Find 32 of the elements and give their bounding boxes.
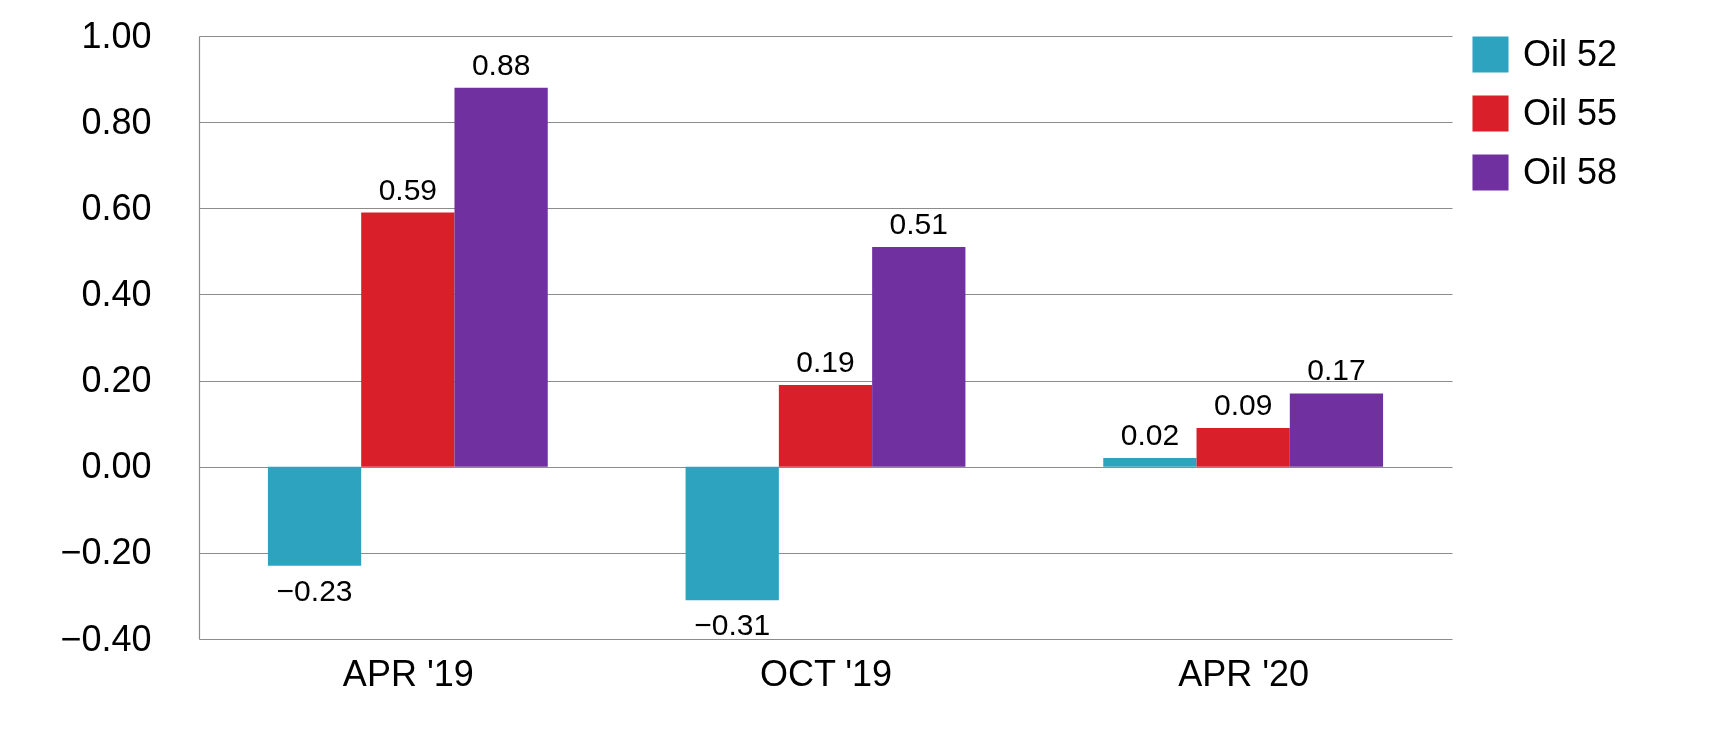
bar	[685, 466, 779, 601]
y-tick-label: −0.40	[60, 617, 152, 659]
data-label: −0.23	[276, 573, 353, 607]
data-label: 0.88	[471, 47, 531, 81]
y-tick-label: 0.60	[81, 186, 152, 228]
bar	[1289, 393, 1384, 467]
y-tick-label: 1.00	[81, 14, 152, 56]
y-tick-label: 0.00	[81, 445, 152, 487]
y-tick-label: 0.20	[81, 359, 152, 401]
x-tick-label: OCT '19	[759, 652, 893, 694]
bar	[872, 247, 966, 467]
y-tick-label: −0.20	[60, 531, 152, 573]
bar	[778, 384, 873, 467]
legend-label: Oil 55	[1523, 91, 1618, 133]
x-tick-label: APR '20	[1178, 652, 1310, 694]
data-label: 0.09	[1213, 387, 1273, 421]
bar	[1196, 427, 1290, 467]
bar	[454, 87, 548, 467]
legend-label: Oil 58	[1523, 150, 1618, 192]
legend-label: Oil 52	[1523, 32, 1618, 74]
bar	[1103, 458, 1197, 467]
bar	[267, 466, 362, 566]
bar	[361, 212, 455, 467]
y-tick-label: 0.80	[81, 100, 152, 142]
data-label: 0.59	[378, 172, 438, 206]
data-label: 0.51	[889, 207, 948, 241]
data-label: 0.17	[1307, 353, 1366, 387]
x-tick-label: APR '19	[342, 652, 474, 694]
data-label: 0.19	[796, 344, 855, 378]
data-label: 0.02	[1120, 418, 1180, 452]
data-label: −0.31	[694, 608, 771, 642]
y-tick-label: 0.40	[81, 272, 152, 314]
